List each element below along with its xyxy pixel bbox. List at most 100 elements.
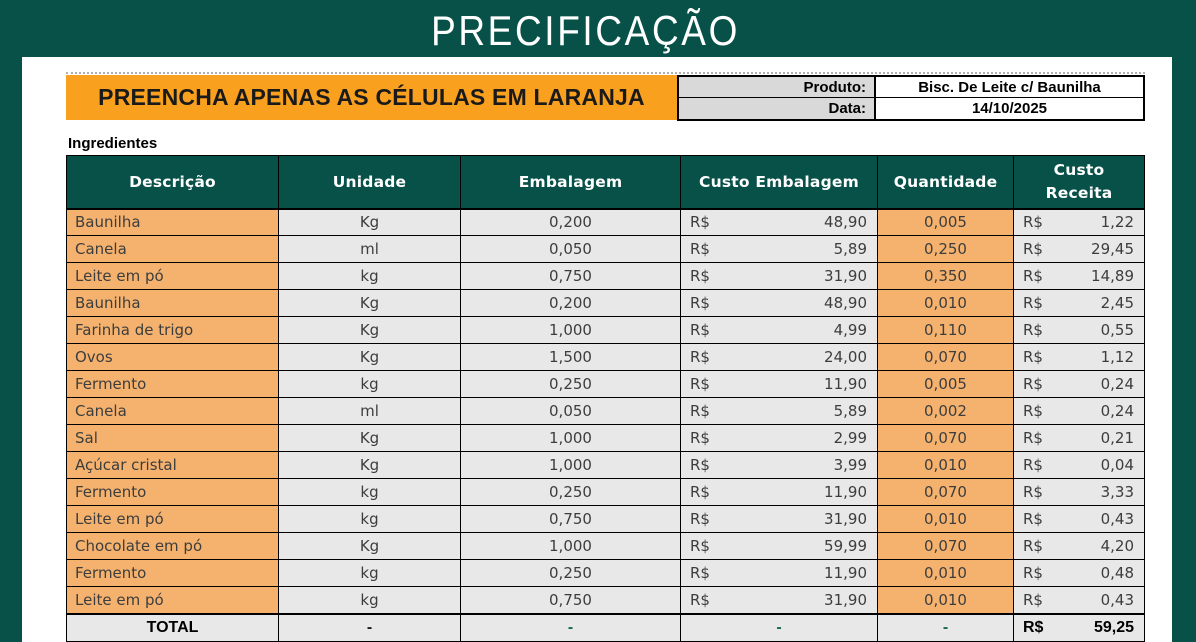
cell-embalagem: 0,200 xyxy=(460,208,681,236)
cell-descricao[interactable]: Ovos xyxy=(66,343,279,371)
cell-quantidade[interactable]: 0,010 xyxy=(877,586,1014,614)
cell-custo-embalagem: R$ 31,90 xyxy=(680,505,878,533)
cell-descricao[interactable]: Baunilha xyxy=(66,289,279,317)
cell-custo-embalagem: R$ 24,00 xyxy=(680,343,878,371)
currency-symbol: R$ xyxy=(1023,510,1043,528)
cell-unidade: kg xyxy=(278,559,461,587)
ingredients-table: Descrição Unidade Embalagem Custo Embala… xyxy=(66,155,1145,642)
cell-quantidade[interactable]: 0,250 xyxy=(877,235,1014,263)
cell-custo-receita: R$ 1,22 xyxy=(1013,208,1145,236)
cell-descricao[interactable]: Leite em pó xyxy=(66,262,279,290)
currency-symbol: R$ xyxy=(690,213,710,232)
cell-unidade: Kg xyxy=(278,424,461,452)
currency-symbol: R$ xyxy=(1023,456,1043,474)
cell-descricao[interactable]: Fermento xyxy=(66,370,279,398)
cell-descricao[interactable]: Leite em pó xyxy=(66,586,279,614)
cell-quantidade[interactable]: 0,010 xyxy=(877,505,1014,533)
cell-embalagem: 0,250 xyxy=(460,559,681,587)
cell-custo-receita: R$ 0,04 xyxy=(1013,451,1145,479)
table-row: Fermento kg 0,250 R$ 11,90 0,070 R$ 3,33 xyxy=(66,478,1145,506)
cell-custo-receita: R$ 29,45 xyxy=(1013,235,1145,263)
cell-quantidade[interactable]: 0,070 xyxy=(877,532,1014,560)
currency-symbol: R$ xyxy=(1023,483,1043,501)
cell-descricao[interactable]: Açúcar cristal xyxy=(66,451,279,479)
cell-quantidade[interactable]: 0,010 xyxy=(877,451,1014,479)
currency-symbol: R$ xyxy=(690,321,710,339)
cell-quantidade[interactable]: 0,070 xyxy=(877,424,1014,452)
currency-symbol: R$ xyxy=(690,348,710,366)
cell-descricao[interactable]: Fermento xyxy=(66,478,279,506)
currency-symbol: R$ xyxy=(1023,590,1043,609)
cell-unidade: kg xyxy=(278,586,461,614)
total-label-cell: TOTAL xyxy=(66,612,279,642)
table-row: Chocolate em pó Kg 1,000 R$ 59,99 0,070 R… xyxy=(66,532,1145,560)
table-row: Sal Kg 1,000 R$ 2,99 0,070 R$ 0,21 xyxy=(66,424,1145,452)
table-row: Canela ml 0,050 R$ 5,89 0,250 R$ 29,45 xyxy=(66,235,1145,263)
ingredients-section-label: Ingredientes xyxy=(68,135,158,152)
cell-quantidade[interactable]: 0,010 xyxy=(877,559,1014,587)
cell-quantidade[interactable]: 0,010 xyxy=(877,289,1014,317)
cell-unidade: ml xyxy=(278,397,461,425)
data-label: Data: xyxy=(679,98,876,119)
cell-descricao[interactable]: Baunilha xyxy=(66,208,279,236)
cell-quantidade[interactable]: 0,005 xyxy=(877,208,1014,236)
cell-unidade: Kg xyxy=(278,532,461,560)
cell-descricao[interactable]: Canela xyxy=(66,397,279,425)
banner-text-regular: PREENCHA APENAS AS xyxy=(98,84,376,110)
cell-descricao[interactable]: Chocolate em pó xyxy=(66,532,279,560)
currency-symbol: R$ xyxy=(1023,537,1043,555)
cell-quantidade[interactable]: 0,350 xyxy=(877,262,1014,290)
cell-custo-receita: R$ 3,33 xyxy=(1013,478,1145,506)
cell-descricao[interactable]: Leite em pó xyxy=(66,505,279,533)
table-row: Farinha de trigo Kg 1,000 R$ 4,99 0,110 R… xyxy=(66,316,1145,344)
cell-custo-receita: R$ 0,43 xyxy=(1013,586,1145,614)
produto-value-cell[interactable]: Bisc. De Leite c/ Baunilha xyxy=(876,77,1143,98)
cell-unidade: Kg xyxy=(278,343,461,371)
cell-descricao[interactable]: Canela xyxy=(66,235,279,263)
cell-custo-embalagem: R$ 31,90 xyxy=(680,586,878,614)
cell-unidade: kg xyxy=(278,262,461,290)
cell-embalagem: 0,750 xyxy=(460,262,681,290)
header-row: Descrição Unidade Embalagem Custo Embala… xyxy=(66,155,1145,210)
cell-custo-receita: R$ 0,24 xyxy=(1013,397,1145,425)
table-row: Canela ml 0,050 R$ 5,89 0,002 R$ 0,24 xyxy=(66,397,1145,425)
cell-custo-embalagem: R$ 11,90 xyxy=(680,559,878,587)
cell-custo-embalagem: R$ 5,89 xyxy=(680,235,878,263)
cell-quantidade[interactable]: 0,110 xyxy=(877,316,1014,344)
cell-custo-receita: R$ 0,55 xyxy=(1013,316,1145,344)
currency-symbol: R$ xyxy=(690,456,710,474)
currency-symbol: R$ xyxy=(1023,240,1043,258)
cell-custo-receita: R$ 2,45 xyxy=(1013,289,1145,317)
cell-custo-receita: R$ 14,89 xyxy=(1013,262,1145,290)
table-row: Baunilha Kg 0,200 R$ 48,90 0,005 R$ 1,22 xyxy=(66,208,1145,236)
header-embalagem: Embalagem xyxy=(460,155,681,210)
header-custo-receita: Custo Receita xyxy=(1013,155,1145,210)
cell-descricao[interactable]: Sal xyxy=(66,424,279,452)
cell-descricao[interactable]: Fermento xyxy=(66,559,279,587)
cell-quantidade[interactable]: 0,002 xyxy=(877,397,1014,425)
cell-custo-receita: R$ 0,43 xyxy=(1013,505,1145,533)
cell-custo-embalagem: R$ 59,99 xyxy=(680,532,878,560)
cell-quantidade[interactable]: 0,070 xyxy=(877,343,1014,371)
page-title: PRECIFICAÇÃO xyxy=(431,6,741,54)
banner-text-bold: CÉLULAS EM LARANJA xyxy=(375,84,645,110)
table-row: Ovos Kg 1,500 R$ 24,00 0,070 R$ 1,12 xyxy=(66,343,1145,371)
cell-unidade: Kg xyxy=(278,316,461,344)
cell-quantidade[interactable]: 0,070 xyxy=(877,478,1014,506)
table-row: Leite em pó kg 0,750 R$ 31,90 0,010 R$ 0,4… xyxy=(66,505,1145,533)
cell-embalagem: 1,000 xyxy=(460,532,681,560)
currency-symbol: R$ xyxy=(690,590,710,609)
instruction-banner: PREENCHA APENAS AS CÉLULAS EM LARANJA xyxy=(66,75,677,120)
cell-unidade: kg xyxy=(278,505,461,533)
cell-embalagem: 1,000 xyxy=(460,451,681,479)
cell-quantidade[interactable]: 0,005 xyxy=(877,370,1014,398)
currency-symbol: R$ xyxy=(690,267,710,285)
data-value-cell[interactable]: 14/10/2025 xyxy=(876,98,1143,119)
cell-descricao[interactable]: Farinha de trigo xyxy=(66,316,279,344)
cell-unidade: ml xyxy=(278,235,461,263)
currency-symbol: R$ xyxy=(690,375,710,393)
currency-symbol: R$ xyxy=(1023,213,1043,232)
total-quantidade-cell: - xyxy=(877,612,1014,642)
total-embalagem-cell: - xyxy=(460,612,681,642)
